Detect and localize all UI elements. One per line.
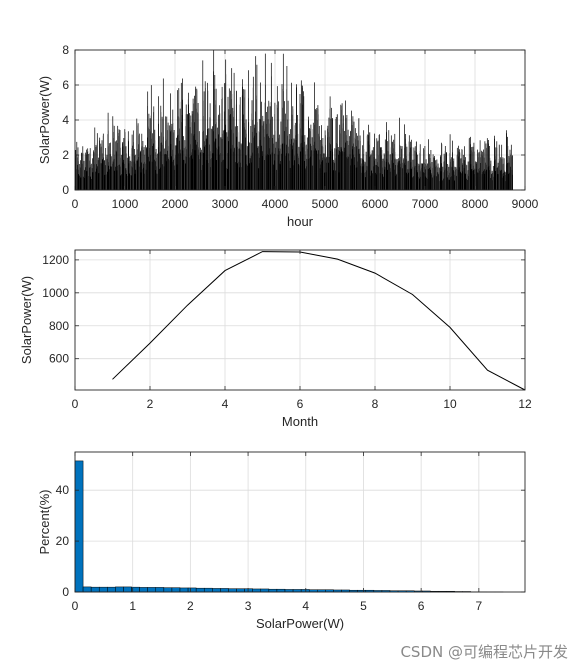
x-tick-label: 7000 [412, 197, 439, 211]
histogram-bar [195, 587, 205, 593]
x-tick-label: 9000 [512, 197, 539, 211]
monthly-gridlines [74, 250, 526, 390]
x-tick-label: 0 [72, 397, 79, 411]
y-tick-label: 8 [62, 43, 69, 57]
monthly-power-line [112, 251, 526, 391]
histogram-bar [260, 588, 270, 593]
monthly-y-axis-label: SolarPower(W) [19, 276, 34, 364]
hourly-x-axis-label: hour [287, 214, 314, 229]
x-tick-label: 0 [72, 197, 79, 211]
histogram-bar [244, 588, 253, 593]
histogram-bar [123, 586, 132, 593]
y-tick-label: 6 [62, 78, 69, 92]
hourly-panel: 0 1000 2000 3000 4000 5000 6000 7000 8000 9000 0 2 4… [37, 43, 539, 229]
monthly-plot-area [112, 251, 526, 391]
x-tick-label: 6000 [362, 197, 389, 211]
histogram-bar [107, 586, 116, 593]
x-tick-label: 5 [360, 599, 367, 613]
x-tick-label: 2000 [162, 197, 189, 211]
hourly-plot-area [75, 50, 513, 190]
x-tick-label: 6 [297, 397, 304, 411]
x-tick-label: 0 [72, 599, 79, 613]
y-tick-label: 20 [56, 534, 70, 548]
histogram-y-axis-label: Percent(%) [37, 489, 52, 554]
histogram-bar [147, 587, 157, 593]
x-tick-label: 10 [443, 397, 457, 411]
monthly-panel: 0 2 4 6 8 10 12 600 800 1000 1200 Month SolarPower… [19, 249, 532, 429]
histogram-bar [236, 588, 245, 593]
histogram-bar [203, 587, 213, 593]
histogram-bar [187, 587, 197, 593]
x-tick-label: 2 [187, 599, 194, 613]
histogram-bar [155, 587, 165, 593]
histogram-bar [228, 588, 237, 593]
x-tick-label: 4 [222, 397, 229, 411]
hourly-y-axis-label: SolarPower(W) [37, 76, 52, 164]
monthly-x-axis-label: Month [282, 414, 318, 429]
x-tick-label: 2 [147, 397, 154, 411]
histogram-bar [98, 586, 108, 593]
x-tick-label: 5000 [312, 197, 339, 211]
watermark: CSDN @可编程芯片开发 [400, 643, 568, 661]
x-tick-label: 4 [302, 599, 309, 613]
hourly-ticks: 0 1000 2000 3000 4000 5000 6000 7000 8000 9000 0 2 4… [62, 43, 538, 211]
histogram-bar [90, 586, 100, 593]
histogram-plot-area [74, 460, 504, 593]
histogram-x-axis-label: SolarPower(W) [256, 616, 344, 631]
y-tick-label: 4 [62, 113, 69, 127]
histogram-bar [252, 588, 262, 593]
histogram-bar [179, 587, 189, 593]
histogram-bar [82, 586, 92, 593]
histogram-bar [139, 587, 148, 593]
x-tick-label: 6 [418, 599, 425, 613]
histogram-bar [115, 586, 124, 593]
histogram-bar [171, 587, 181, 593]
x-tick-label: 8000 [462, 197, 489, 211]
histogram-bar [212, 588, 221, 593]
y-tick-label: 1200 [42, 253, 69, 267]
monthly-ticks: 0 2 4 6 8 10 12 600 800 1000 1200 [42, 250, 532, 411]
x-tick-label: 7 [476, 599, 483, 613]
y-tick-label: 1000 [42, 286, 69, 300]
y-tick-label: 600 [49, 352, 69, 366]
y-tick-label: 800 [49, 319, 69, 333]
histogram-gridlines [74, 452, 525, 593]
histogram-bar [163, 587, 173, 593]
y-tick-label: 40 [56, 483, 70, 497]
x-tick-label: 3000 [212, 197, 239, 211]
y-tick-label: 0 [62, 183, 69, 197]
histogram-panel: 0 1 2 3 4 5 6 7 0 20 40 SolarPower(W) Percent(%) [37, 451, 526, 631]
x-tick-label: 4000 [262, 197, 289, 211]
histogram-ticks: 0 1 2 3 4 5 6 7 0 20 40 [56, 452, 525, 613]
histogram-axes-box [74, 451, 526, 593]
hourly-power-trace [75, 50, 513, 190]
x-tick-label: 1 [129, 599, 136, 613]
x-tick-label: 3 [245, 599, 252, 613]
histogram-bar [74, 460, 84, 593]
x-tick-label: 1000 [112, 197, 139, 211]
y-tick-label: 2 [62, 148, 69, 162]
x-tick-label: 12 [518, 397, 532, 411]
y-tick-label: 0 [62, 585, 69, 599]
histogram-bar [220, 588, 229, 593]
x-tick-label: 8 [372, 397, 379, 411]
